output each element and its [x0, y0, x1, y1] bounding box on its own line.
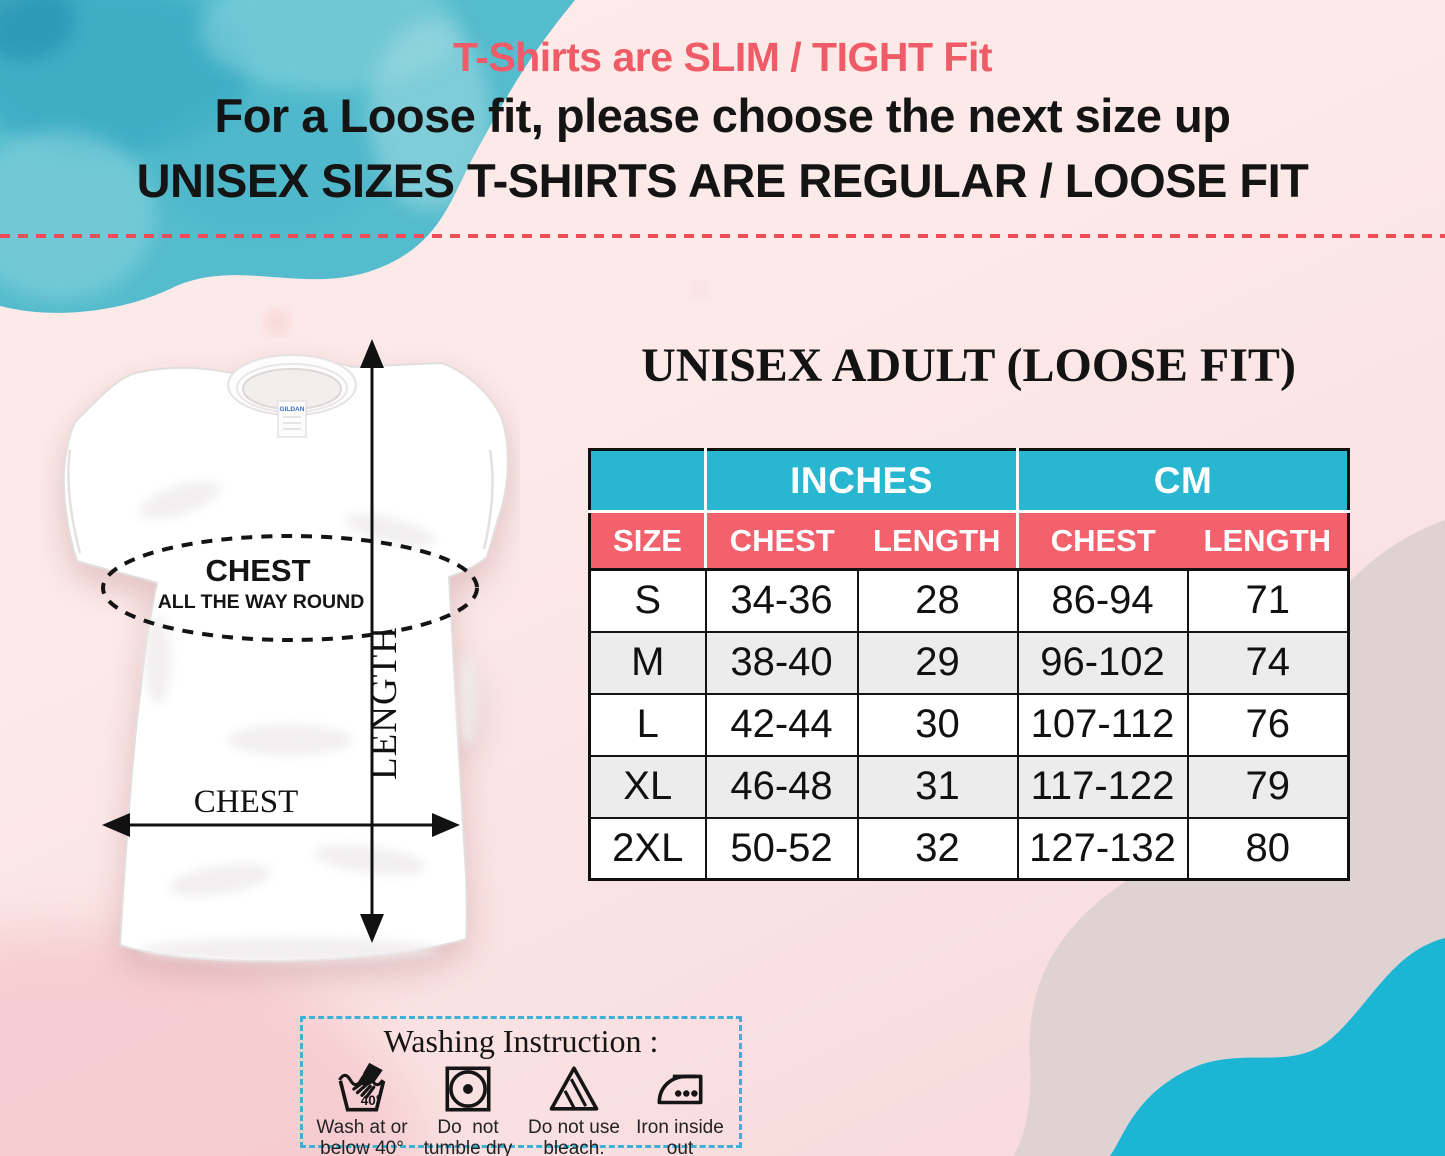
washing-item-no-bleach: Do not use bleach.: [521, 1062, 627, 1156]
washing-instruction-box: Washing Instruction : 40°: [300, 1016, 742, 1156]
dashed-separator-line: [0, 234, 1445, 238]
column-header-row: SIZE CHEST LENGTH CHEST LENGTH: [589, 511, 1349, 571]
brand-tag-text: GILDAN: [280, 406, 305, 413]
no-bleach-icon: [549, 1066, 599, 1111]
size-row-s: S 34-36 28 86-94 71: [588, 568, 1350, 633]
teal-blob-bottom-right: [1110, 938, 1445, 1156]
wash-40-icon: 40°: [338, 1062, 386, 1112]
pink-wash-bottom-left: [0, 930, 420, 1156]
inches-header: INCHES: [704, 449, 1018, 513]
pink-dot: [694, 284, 706, 296]
washing-item-no-tumble-dry: Do not tumble dry: [415, 1062, 521, 1156]
no-tumble-dry-icon: [445, 1066, 491, 1112]
col-length-cm: LENGTH: [1187, 511, 1349, 571]
headline-loose-advice: For a Loose fit, please choose the next …: [214, 89, 1231, 142]
corner-cell: [589, 449, 706, 513]
tshirt-photo: GILDAN: [62, 354, 509, 962]
washing-item-label: Wash at or below 40°: [316, 1117, 408, 1156]
iron-inside-out-icon: [657, 1074, 703, 1105]
size-row-m: M 38-40 29 96-102 74: [588, 630, 1350, 695]
size-chart-title: UNISEX ADULT (LOOSE FIT): [641, 339, 1296, 392]
col-size: SIZE: [589, 511, 706, 571]
size-row-xl: XL 46-48 31 117-122 79: [588, 754, 1350, 819]
length-axis-label: LENGTH: [364, 626, 405, 780]
col-chest-cm: CHEST: [1016, 511, 1188, 571]
sleeve-cuff-seam: [482, 449, 494, 550]
headline-fit-note: T-Shirts are SLIM / TIGHT Fit: [452, 34, 993, 80]
chest-measure-ellipse: CHEST ALL THE WAY ROUND: [101, 534, 479, 642]
washing-item-label: Iron inside out Low Temp.: [636, 1117, 730, 1156]
pink-dot: [268, 313, 286, 331]
icon-40-text: 40°: [361, 1093, 381, 1108]
washing-item-wash40: 40° Wash at or below 40°: [309, 1062, 415, 1156]
sleeve-cuff-seam: [67, 449, 82, 554]
col-chest-in: CHEST: [704, 511, 858, 571]
washing-item-label: Do not use bleach.: [528, 1117, 620, 1156]
chest-arrow: [102, 813, 460, 837]
size-row-2xl: 2XL 50-52 32 127-132 80: [588, 816, 1350, 881]
washing-icons-row: 40° Wash at or below 40° Do not tumble d…: [303, 1062, 739, 1156]
washing-item-label: Do not tumble dry: [423, 1117, 513, 1156]
washing-title: Washing Instruction :: [383, 1023, 659, 1059]
washing-item-iron-low: Iron inside out Low Temp.: [627, 1062, 733, 1156]
unit-header-row: INCHES CM: [589, 449, 1349, 513]
col-length-in: LENGTH: [857, 511, 1018, 571]
size-chart-table: INCHES CM SIZE CHEST LENGTH CHEST LENGTH…: [588, 448, 1351, 881]
chest-circle-subtitle: ALL THE WAY ROUND: [158, 591, 365, 613]
neck-tag: GILDAN: [277, 400, 307, 438]
headline-unisex-note: UNISEX SIZES T-SHIRTS ARE REGULAR / LOOS…: [136, 154, 1309, 207]
cm-header: CM: [1015, 449, 1349, 513]
size-row-l: L 42-44 30 107-112 76: [588, 692, 1350, 757]
chest-axis-label: CHEST: [194, 784, 299, 820]
tshirt-measurement-diagram: GILDAN CHEST ALL THE WAY ROUND LENGTH CH…: [62, 339, 509, 962]
chest-circle-title: CHEST: [205, 553, 310, 588]
